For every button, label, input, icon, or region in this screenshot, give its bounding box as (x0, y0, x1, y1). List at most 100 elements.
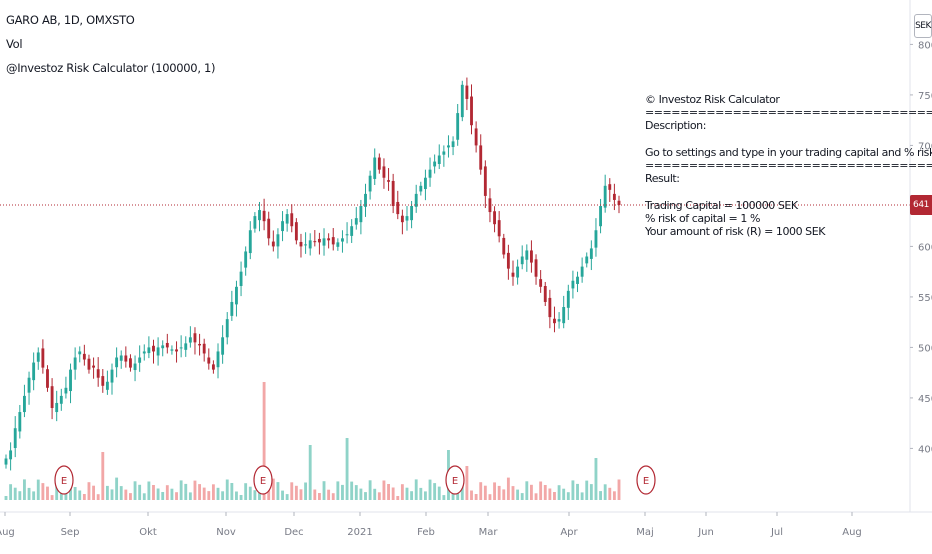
volume-bar (290, 482, 294, 500)
volume-legend[interactable]: Vol (6, 37, 23, 51)
candle (23, 395, 26, 413)
volume-bar (9, 484, 13, 500)
volume-bar (262, 382, 266, 500)
candle (354, 218, 358, 225)
volume-bar (562, 488, 566, 500)
candle (410, 206, 414, 221)
volume-bar (188, 492, 192, 500)
price-axis-label: 450 (918, 394, 932, 405)
volume-bar (396, 496, 400, 500)
earnings-marker[interactable]: E (636, 465, 656, 495)
volume-bar (175, 492, 178, 500)
volume-bar (41, 483, 45, 500)
volume-bar (147, 481, 151, 500)
candle (419, 185, 423, 192)
candle (267, 218, 271, 239)
candle (396, 201, 400, 215)
currency-badge[interactable]: SEK (914, 14, 932, 38)
candle (405, 216, 409, 221)
volume-bar (456, 490, 460, 500)
volume-bar (589, 484, 593, 500)
time-axis-label: Jun (697, 527, 714, 538)
volume-bar (36, 479, 40, 500)
volume-bar (115, 477, 119, 500)
volume-bar (271, 478, 275, 500)
volume-bar (414, 479, 418, 500)
candle (474, 128, 478, 146)
volume-bar (488, 494, 492, 500)
panel-line: Your amount of risk (R) = 1000 SEK (645, 225, 825, 238)
volume-bar (78, 490, 82, 500)
candle (87, 358, 91, 370)
time-axis-label: Nov (216, 527, 236, 538)
candle (59, 395, 63, 404)
volume-bar (64, 490, 68, 500)
candle (225, 319, 229, 338)
candle (456, 113, 460, 140)
earnings-marker-label: E (260, 476, 266, 487)
time-axis-label: Maj (636, 527, 654, 538)
earnings-marker-badge (54, 465, 74, 495)
candle (451, 141, 455, 148)
volume-bar (377, 492, 381, 500)
earnings-marker-label: E (452, 476, 458, 487)
volume-bar (50, 495, 54, 500)
volume-bar (543, 485, 547, 500)
candle (483, 166, 487, 196)
panel-line (645, 133, 835, 146)
candle (175, 349, 178, 352)
earnings-marker[interactable]: E (445, 465, 465, 495)
volume-bar (520, 493, 524, 500)
earnings-marker-label: E (61, 476, 67, 487)
candle (207, 357, 211, 364)
candle (290, 213, 294, 227)
price-axis-label: 750 (918, 91, 932, 102)
candle (553, 318, 556, 324)
price-candles (4, 77, 621, 471)
symbol-legend[interactable]: GARO AB, 1D, OMXSTO (6, 13, 135, 27)
candle (387, 180, 390, 182)
volume-bar (46, 486, 49, 500)
indicator-legend[interactable]: @Investoz Risk Calculator (100000, 1) (6, 61, 216, 75)
candle (105, 381, 109, 390)
volume-bar (165, 485, 169, 500)
volume-bar (267, 490, 271, 500)
panel-line: Trading Capital = 100000 SEK (645, 198, 798, 212)
candle (585, 256, 589, 264)
volume-bar (313, 489, 317, 500)
time-axis-label: Jul (770, 527, 783, 538)
candle (580, 266, 584, 277)
volume-bar (437, 486, 441, 500)
candle (188, 337, 192, 343)
candle (294, 222, 298, 241)
time-axis-label: Okt (139, 527, 157, 538)
volume-bar (331, 493, 335, 500)
volume-bar (193, 480, 197, 500)
candle (400, 215, 404, 223)
candle (69, 369, 72, 392)
candle (235, 286, 238, 305)
candle (543, 286, 547, 302)
time-axis-label: Aug (842, 527, 862, 538)
volume-bar (341, 484, 344, 500)
earnings-marker[interactable]: E (253, 465, 273, 495)
candle (115, 357, 119, 368)
candle (124, 355, 128, 362)
candle (101, 376, 105, 386)
candle (82, 353, 86, 360)
candle (350, 226, 354, 236)
volume-bar (497, 485, 501, 500)
candle (46, 369, 49, 388)
time-axis-label: Sep (61, 527, 80, 538)
candle (18, 412, 22, 432)
candle (506, 252, 510, 269)
earnings-marker[interactable]: E (54, 465, 74, 495)
panel-line: =================================== (645, 159, 932, 172)
volume-bar (410, 491, 414, 500)
candle (41, 348, 45, 368)
volume-bar (161, 492, 165, 500)
volume-bar (516, 489, 520, 500)
volume-bar (235, 491, 238, 500)
